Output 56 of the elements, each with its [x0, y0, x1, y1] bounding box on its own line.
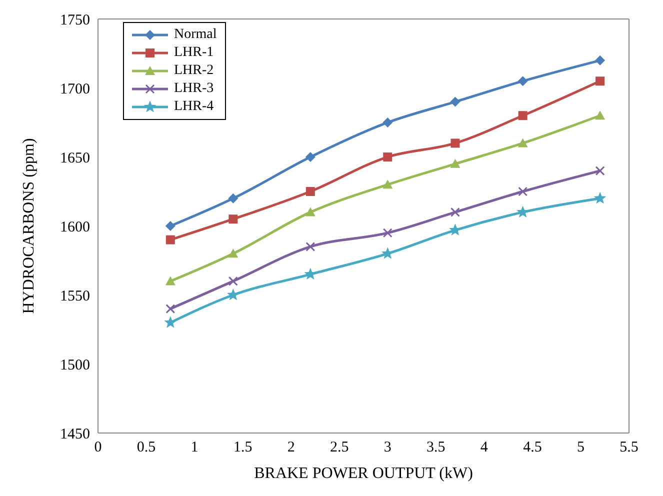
point	[518, 111, 528, 120]
x-tick-label: 1	[190, 440, 198, 456]
y-tick-label: 1650	[60, 150, 90, 166]
point	[305, 152, 316, 162]
point	[164, 316, 177, 328]
point	[228, 193, 238, 204]
point	[228, 248, 238, 258]
y-tick-label: 1450	[60, 426, 90, 442]
point	[595, 166, 605, 176]
point	[450, 138, 460, 148]
x-tick-label: 0.5	[136, 440, 156, 456]
x-tick-label: 2	[287, 440, 295, 456]
y-tick-label: 1550	[60, 288, 90, 304]
point	[450, 207, 460, 217]
x-tick-label: 4.5	[523, 440, 542, 456]
point	[450, 96, 460, 107]
y-tick-label: 1700	[60, 81, 90, 98]
point	[166, 304, 176, 314]
x-tick-label: 5	[576, 440, 584, 456]
legend-label: LHR-1	[174, 45, 214, 61]
x-tick-label: 4	[480, 440, 488, 456]
point	[382, 228, 392, 238]
point	[596, 76, 605, 86]
point	[305, 207, 316, 216]
point	[383, 152, 392, 162]
x-axis-title: BRAKE POWER OUTPUT (kW)	[254, 465, 473, 482]
legend-label: LHR-4	[174, 99, 214, 115]
x-tick-label: 3	[384, 440, 392, 456]
legend-label: LHR-2	[174, 63, 214, 79]
point	[595, 110, 606, 120]
y-tick-label: 1750	[60, 12, 90, 28]
point	[165, 276, 176, 286]
point	[166, 235, 175, 244]
y-tick-label: 1500	[60, 357, 90, 374]
point	[518, 186, 528, 196]
point	[450, 158, 460, 168]
point	[382, 180, 393, 189]
x-tick-label: 1.5	[233, 440, 252, 456]
x-tick-label: 5.5	[620, 440, 638, 456]
x-tick-label: 0	[94, 440, 102, 456]
legend-label: LHR-3	[174, 81, 214, 97]
point	[518, 138, 528, 148]
point	[518, 76, 528, 86]
point	[382, 118, 393, 128]
point	[228, 276, 238, 286]
point	[595, 55, 606, 66]
point	[306, 242, 316, 252]
x-tick-label: 3.5	[426, 440, 446, 456]
x-tick-label: 2.5	[330, 440, 349, 456]
point	[165, 221, 176, 231]
point	[306, 187, 315, 196]
legend-label: Normal	[174, 27, 217, 43]
point	[594, 192, 606, 204]
y-axis-title: HYDROCARBONS (ppm)	[20, 138, 38, 314]
point	[228, 214, 238, 224]
y-tick-label: 1600	[60, 219, 90, 236]
